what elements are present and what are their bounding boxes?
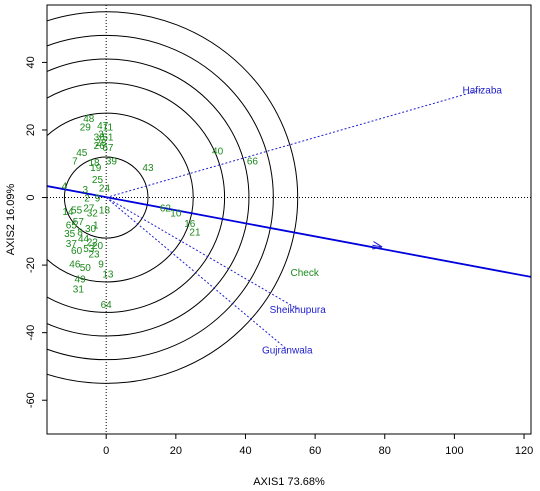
genotype-label: 10: [170, 209, 182, 220]
y-tick-label: 0: [25, 194, 37, 200]
env-label-gujranwala: Gujranwala: [262, 346, 313, 357]
x-tick-label: 120: [515, 445, 533, 457]
genotype-label: 48: [83, 114, 95, 125]
genotype-label: 57: [73, 217, 85, 228]
y-tick-label: 20: [25, 124, 37, 136]
y-tick-label: -60: [25, 392, 37, 408]
env-vector-sheikhupura: [105, 197, 298, 310]
env-vector-hafizaba: [106, 88, 483, 199]
concentric-circle-5: [47, 34, 274, 361]
x-tick-label: 0: [103, 445, 109, 457]
genotype-label: 64: [101, 300, 113, 311]
genotype-label: 36: [94, 133, 106, 144]
genotype-label: 43: [142, 163, 154, 174]
genotype-label: 24: [99, 183, 111, 194]
genotype-label: 29: [80, 123, 92, 134]
genotype-label: 11: [103, 123, 114, 134]
genotype-label: 39: [106, 156, 118, 167]
genotype-label: 2: [84, 194, 90, 205]
x-tick-label: 40: [239, 445, 251, 457]
genotype-label: 66: [247, 156, 259, 167]
genotype-label: 47: [97, 121, 109, 132]
y-axis-title: AXIS2 16.09%: [5, 184, 17, 256]
x-tick-label: 60: [309, 445, 321, 457]
genotype-label: 62: [160, 204, 172, 215]
genotype-label: 18: [88, 158, 100, 169]
genotype-label: 32: [87, 209, 99, 220]
env-label-hafizaba: Hafizaba: [463, 85, 503, 96]
plot-frame: [46, 4, 532, 435]
genotype-label: 25: [92, 175, 104, 186]
x-tick-label: 80: [379, 445, 391, 457]
check-label: Check: [290, 268, 319, 279]
genotype-label: 14: [62, 207, 74, 218]
genotype-label: 18: [99, 205, 111, 216]
genotype-label: 3: [98, 129, 104, 140]
x-tick-label: 20: [170, 445, 182, 457]
genotype-label: 60: [71, 246, 83, 257]
genotype-label: 1: [93, 221, 99, 232]
genotype-label: 53: [83, 244, 95, 255]
genotype-label: 65: [66, 221, 78, 232]
genotype-label: 44: [78, 234, 90, 245]
genotype-label: 13: [102, 270, 114, 281]
genotype-label: 50: [80, 263, 92, 274]
genotype-label: 8: [77, 227, 83, 238]
genotype-label: 7: [72, 156, 78, 167]
main-axis-arrow: [372, 245, 381, 247]
genotype-label: 23: [88, 249, 100, 260]
genotype-label: 27: [83, 204, 95, 215]
genotype-label: 55: [71, 205, 83, 216]
genotype-label: 46: [69, 259, 81, 270]
genotype-label: 4: [62, 182, 68, 193]
y-tick-label: -40: [25, 325, 37, 341]
genotype-label: 51: [102, 133, 114, 144]
genotype-label: 67: [102, 143, 114, 154]
genotype-label: 19: [90, 163, 102, 174]
y-tick-label: 40: [25, 56, 37, 68]
concentric-circle-1: [63, 156, 149, 239]
x-tick-label: 100: [445, 445, 463, 457]
genotype-label: 20: [92, 241, 104, 252]
genotype-label: 16: [184, 219, 196, 230]
genotype-label: 3: [83, 185, 89, 196]
genotype-label: 35: [64, 229, 76, 240]
main-axis-line: [47, 185, 531, 278]
genotype-label: 22: [87, 237, 99, 248]
genotype-label: 30: [85, 224, 97, 235]
genotype-label: 9: [98, 259, 104, 270]
genotype-label: 40: [212, 146, 224, 157]
genotype-label: 21: [189, 227, 201, 238]
genotype-label: 28: [95, 138, 107, 149]
y-tick-label: -20: [25, 257, 37, 273]
genotype-label: 26: [94, 141, 106, 152]
plot-area: [47, 5, 531, 434]
env-label-sheikhupura: Sheikhupura: [270, 305, 327, 316]
env-vector-gujranwala: [105, 197, 288, 350]
genotype-label: 31: [73, 285, 85, 296]
genotype-label: 37: [66, 239, 78, 250]
genotype-label: 45: [76, 148, 88, 159]
genotype-label: 9: [95, 194, 101, 205]
concentric-circle-4: [47, 58, 250, 337]
x-axis-title: AXIS1 73.68%: [253, 476, 325, 488]
genotype-label: 49: [75, 275, 87, 286]
